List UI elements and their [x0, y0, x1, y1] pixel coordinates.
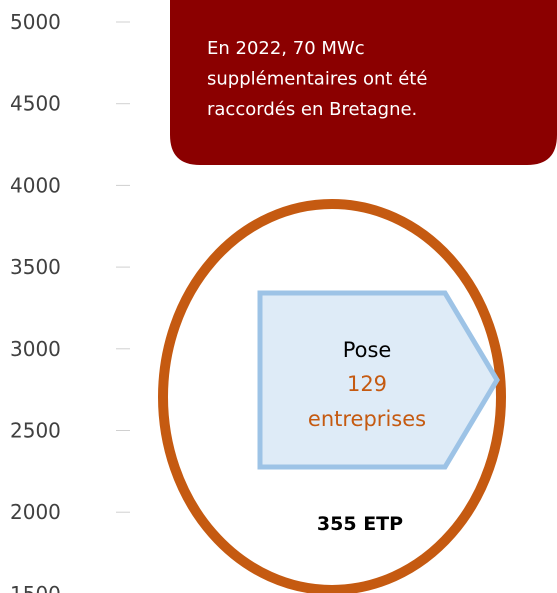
y-tick-label: 3500 — [10, 255, 61, 279]
axis: 5000 4500 4000 3500 3000 2500 2000 1500 — [10, 10, 130, 593]
y-tick-label: 4500 — [10, 92, 61, 116]
y-tick-label: 3000 — [10, 337, 61, 361]
badge-arrow — [257, 290, 500, 470]
callout-box — [170, 0, 557, 165]
badge-title: Pose — [343, 338, 392, 362]
y-tick-label: 4000 — [10, 173, 61, 197]
badge-count: 129 — [347, 372, 387, 396]
callout-line: supplémentaires ont été — [207, 69, 427, 90]
y-tick-label: 5000 — [10, 10, 61, 34]
badge-circle — [158, 199, 506, 593]
callout-text-group: En 2022, 70 MWc supplémentaires ont été ra… — [207, 38, 427, 120]
callout-line: raccordés en Bretagne. — [207, 99, 417, 120]
callout-line: En 2022, 70 MWc — [207, 38, 365, 59]
y-tick-label: 2500 — [10, 419, 61, 443]
badge-staff: 355 ETP — [317, 513, 403, 535]
badge-unit: entreprises — [308, 407, 426, 431]
y-tick-label: 2000 — [10, 500, 61, 524]
y-tick-label: 1500 — [10, 582, 61, 593]
